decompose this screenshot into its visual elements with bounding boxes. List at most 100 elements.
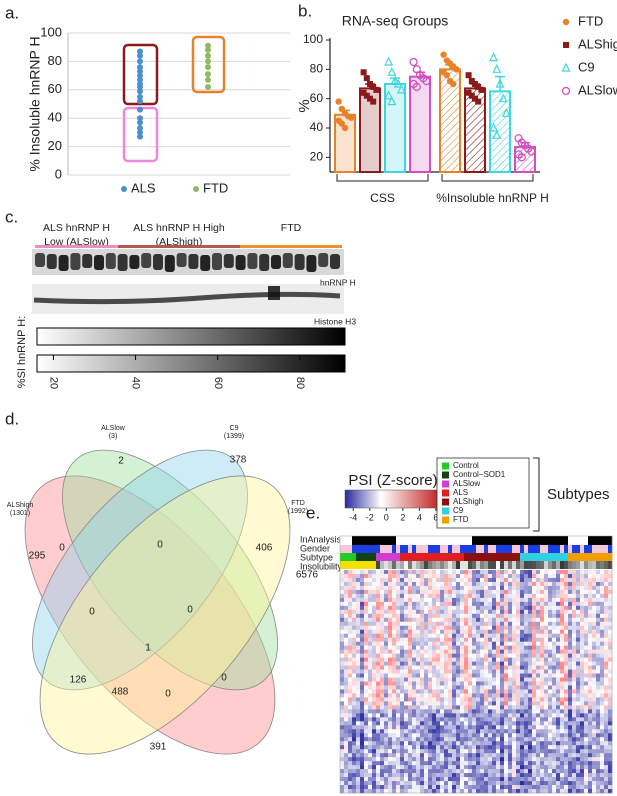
heatmap-cell: [600, 589, 605, 595]
heatmap-cell: [452, 737, 457, 742]
heatmap-cell: [576, 617, 581, 623]
point: [465, 89, 472, 96]
heatmap-cell: [444, 657, 449, 662]
point: [450, 80, 457, 88]
heatmap-cell: [432, 581, 437, 587]
heatmap-cell: [408, 673, 413, 678]
heatmap-cell: [392, 781, 397, 786]
legend-marker: [562, 18, 570, 26]
annotation-cell: [508, 536, 513, 545]
heatmap-cell: [380, 725, 385, 730]
heatmap-cell: [508, 777, 513, 782]
heatmap-cell: [428, 669, 433, 674]
annotation-cell: [576, 536, 581, 545]
heatmap-cell: [608, 737, 613, 742]
heatmap-cell: [564, 745, 569, 750]
heatmap-cell: [492, 705, 497, 710]
heatmap-cell: [392, 773, 397, 778]
heatmap-cell: [596, 721, 601, 726]
heatmap-cell: [424, 689, 429, 694]
heatmap-cell: [592, 717, 597, 722]
heatmap-cell: [380, 697, 385, 702]
heatmap-cell: [480, 725, 485, 730]
heatmap-cell: [544, 593, 549, 599]
heatmap-cell: [488, 577, 493, 583]
heatmap-cell: [352, 625, 357, 631]
heatmap-cell: [412, 629, 417, 635]
heatmap-cell: [592, 725, 597, 730]
heatmap-cell: [464, 721, 469, 726]
heatmap-cell: [456, 593, 461, 599]
heatmap-cell: [544, 661, 549, 666]
heatmap-cell: [560, 733, 565, 738]
heatmap-cell: [572, 685, 577, 690]
heatmap-cell: [492, 573, 497, 579]
point: [384, 90, 394, 100]
heatmap-cell: [584, 773, 589, 778]
heatmap-cell: [428, 633, 433, 638]
heatmap-cell: [584, 685, 589, 690]
heatmap-cell: [440, 609, 445, 615]
heatmap-cell: [364, 605, 369, 611]
heatmap-cell: [444, 777, 449, 782]
heatmap-cell: [552, 633, 557, 638]
heatmap-cell: [508, 593, 513, 599]
heatmap-cell: [400, 773, 405, 778]
heatmap-cell: [356, 605, 361, 611]
heatmap-cell: [360, 721, 365, 726]
heatmap-cell: [372, 745, 377, 750]
heatmap-cell: [384, 765, 389, 770]
heatmap-cell: [472, 653, 477, 658]
heatmap-cell: [348, 741, 353, 746]
heatmap-cell: [512, 785, 517, 790]
heatmap-cell: [476, 593, 481, 599]
heatmap-cell: [492, 769, 497, 774]
heatmap-cell: [556, 685, 561, 690]
heatmap-cell: [492, 593, 497, 599]
heatmap-cell: [496, 749, 501, 754]
heatmap-cell: [516, 597, 521, 603]
heatmap-cell: [380, 761, 385, 766]
heatmap-cell: [440, 605, 445, 611]
heatmap-cell: [420, 773, 425, 778]
heatmap-cell: [480, 649, 485, 654]
heatmap-cell: [352, 773, 357, 778]
annotation-cell: [360, 561, 365, 569]
heatmap-cell: [404, 673, 409, 678]
heatmap-cell: [564, 673, 569, 678]
heatmap-cell: [448, 733, 453, 738]
heatmap-cell: [568, 725, 573, 730]
heatmap-cell: [344, 701, 349, 706]
heatmap-cell: [512, 701, 517, 706]
heatmap-cell: [396, 669, 401, 674]
heatmap-cell: [536, 709, 541, 714]
heatmap-cell: [448, 737, 453, 742]
heatmap-cell: [416, 789, 421, 794]
heatmap-cell: [520, 597, 525, 603]
heatmap-cell: [576, 593, 581, 599]
heatmap-cell: [480, 609, 485, 615]
heatmap-cell: [504, 585, 509, 591]
heatmap-cell: [476, 753, 481, 758]
heatmap-cell: [340, 573, 345, 579]
heatmap-cell: [456, 745, 461, 750]
scale-tick-label: 80: [294, 377, 306, 389]
heatmap-cell: [512, 581, 517, 587]
heatmap-cell: [536, 741, 541, 746]
heatmap-cell: [388, 605, 393, 611]
heatmap-cell: [392, 753, 397, 758]
heatmap-cell: [504, 765, 509, 770]
heatmap-cell: [496, 733, 501, 738]
heatmap-cell: [468, 669, 473, 674]
heatmap-cell: [528, 645, 533, 650]
heatmap-cell: [352, 745, 357, 750]
band: [200, 255, 211, 271]
heatmap-cell: [536, 693, 541, 698]
heatmap-cell: [432, 721, 437, 726]
heatmap-cell: [356, 693, 361, 698]
heatmap-cell: [352, 749, 357, 754]
group-label: ALS hnRNP H: [43, 222, 110, 234]
heatmap-cell: [380, 689, 385, 694]
heatmap-cell: [416, 617, 421, 623]
heatmap-cell: [408, 665, 413, 670]
